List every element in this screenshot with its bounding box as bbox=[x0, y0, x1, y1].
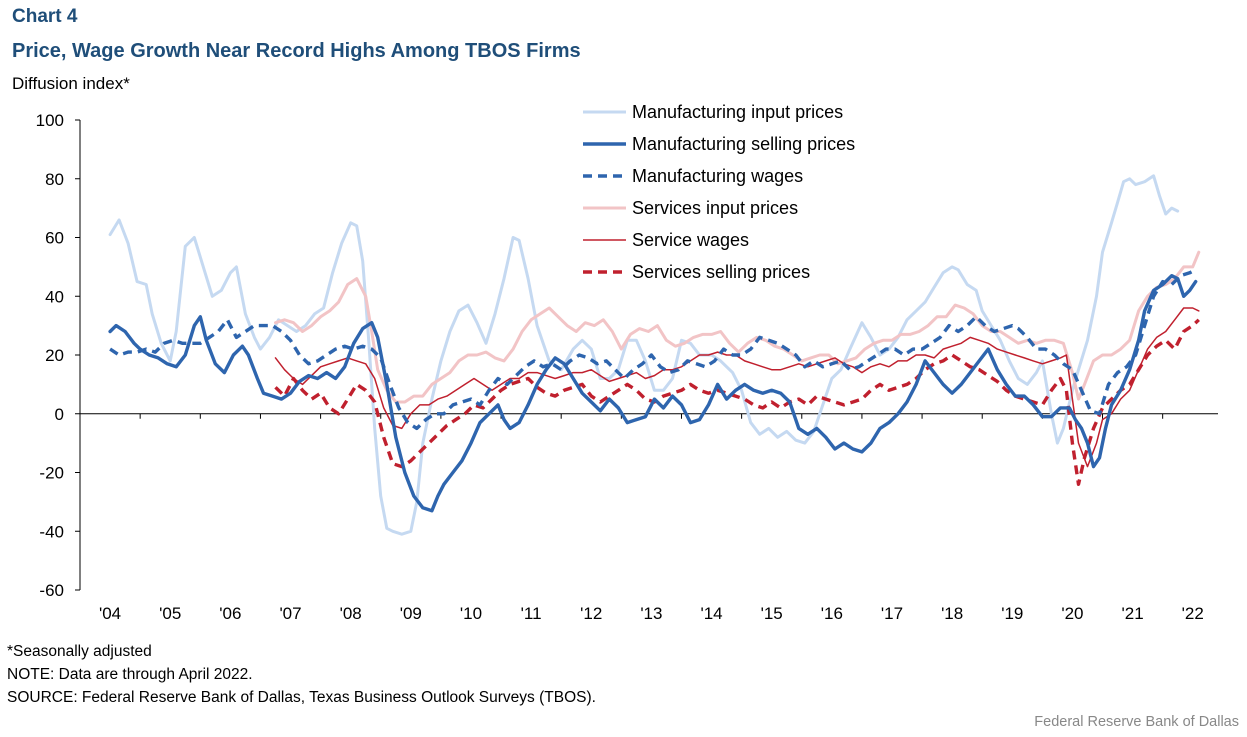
footnote-data-through: NOTE: Data are through April 2022. bbox=[7, 666, 253, 683]
y-tick-label: 80 bbox=[45, 170, 64, 189]
x-tick-label: '08 bbox=[340, 604, 362, 623]
x-tick-label: '19 bbox=[1001, 604, 1023, 623]
y-tick-label: 60 bbox=[45, 229, 64, 248]
footnote-source: SOURCE: Federal Reserve Bank of Dallas, … bbox=[7, 689, 596, 706]
x-tick-label: '07 bbox=[279, 604, 301, 623]
x-tick-label: '14 bbox=[700, 604, 722, 623]
chart-legend: Manufacturing input prices Manufacturing … bbox=[583, 102, 855, 282]
x-tick-label: '09 bbox=[400, 604, 422, 623]
legend-label: Manufacturing wages bbox=[632, 166, 803, 186]
credit-line: Federal Reserve Bank of Dallas bbox=[1034, 714, 1239, 730]
x-tick-label: '21 bbox=[1122, 604, 1144, 623]
series-line-manufacturing-input-prices bbox=[108, 174, 1180, 536]
legend-label: Manufacturing selling prices bbox=[632, 134, 855, 154]
legend-label: Services selling prices bbox=[632, 262, 810, 282]
footnote-seasonal: *Seasonally adjusted bbox=[7, 643, 152, 660]
x-tick-label: '16 bbox=[821, 604, 843, 623]
x-tick-label: '11 bbox=[521, 604, 542, 623]
x-tick-label: '17 bbox=[881, 604, 903, 623]
x-tick-label: '18 bbox=[941, 604, 963, 623]
x-tick-label: '20 bbox=[1061, 604, 1083, 623]
y-axis-ticks: 100 80 60 40 20 0 -20 -40 -60 bbox=[36, 111, 80, 600]
footnotes: *Seasonally adjusted NOTE: Data are thro… bbox=[7, 640, 596, 709]
chart-number: Chart 4 bbox=[12, 6, 78, 27]
y-tick-label: 20 bbox=[45, 346, 64, 365]
x-tick-label: '12 bbox=[580, 604, 602, 623]
x-tick-label: '22 bbox=[1182, 604, 1204, 623]
y-tick-label: 100 bbox=[36, 111, 64, 130]
x-tick-label: '05 bbox=[159, 604, 181, 623]
y-tick-label: -20 bbox=[39, 464, 64, 483]
legend-label: Manufacturing input prices bbox=[632, 102, 843, 122]
x-tick-label: '06 bbox=[219, 604, 241, 623]
x-tick-label: '10 bbox=[460, 604, 482, 623]
y-tick-label: 0 bbox=[55, 405, 64, 424]
x-tick-label: '04 bbox=[99, 604, 121, 623]
series-line-manufacturing-selling-prices bbox=[108, 274, 1198, 513]
y-tick-label: -40 bbox=[39, 522, 64, 541]
x-axis-ticks: '04 '05 '06 '07 '08 '09 '10 '11 '12 '13 '14 '15 '16 '… bbox=[79, 413, 1204, 623]
x-tick-label: '13 bbox=[640, 604, 662, 623]
chart-title: Price, Wage Growth Near Record Highs Amo… bbox=[12, 40, 581, 62]
x-tick-label: '15 bbox=[761, 604, 783, 623]
series-line-services-selling-prices bbox=[274, 318, 1200, 486]
legend-label: Service wages bbox=[632, 230, 749, 250]
y-tick-label: -60 bbox=[39, 581, 64, 600]
y-tick-label: 40 bbox=[45, 287, 64, 306]
legend-label: Services input prices bbox=[632, 198, 798, 218]
chart-series bbox=[108, 174, 1201, 536]
series-line-services-input-prices bbox=[274, 250, 1201, 404]
y-axis-label: Diffusion index* bbox=[12, 74, 130, 93]
